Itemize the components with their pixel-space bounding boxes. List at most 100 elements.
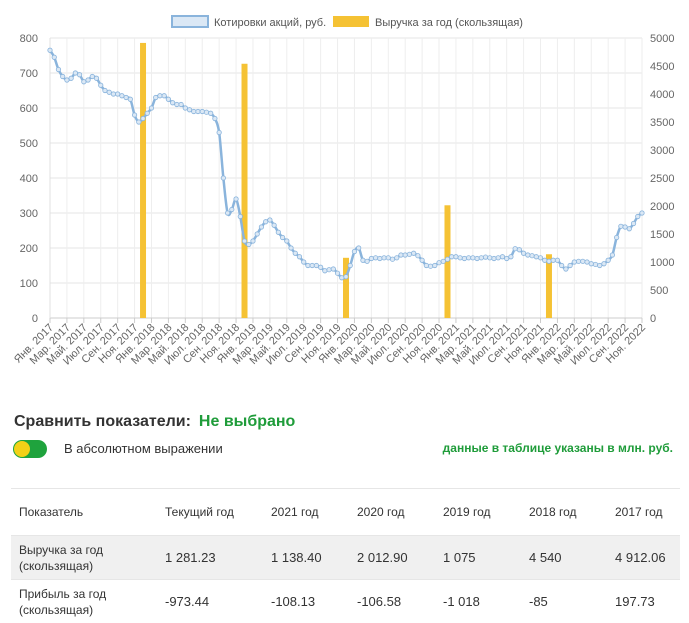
stock-price-point [247,242,251,246]
stock-price-point [593,262,597,266]
stock-price-point [462,256,466,260]
stock-price-point [69,76,73,80]
header-indicator: Показатель [11,489,157,536]
right-axis-tick-label: 3500 [650,117,674,129]
stock-price-point [340,276,344,280]
stock-price-point [564,267,568,271]
stock-price-point [378,256,382,260]
left-axis-tick-label: 500 [20,138,38,150]
stock-price-point [82,80,86,84]
stock-price-point [352,249,356,253]
indicators-table: Показатель Текущий год 2021 год 2020 год… [11,488,680,623]
legend-swatch-revenue [333,16,369,27]
stock-price-point [217,130,221,134]
stock-price-point [289,246,293,250]
stock-price-point [141,116,145,120]
stock-price-point [373,256,377,260]
right-axis-tick-label: 500 [650,285,668,297]
legend-label-revenue: Выручка за год (скользящая) [375,17,523,29]
stock-price-point [424,263,428,267]
stock-price-point [107,90,111,94]
table-header-row: Показатель Текущий год 2021 год 2020 год… [11,489,680,536]
stock-price-point [517,248,521,252]
stock-price-point [399,253,403,257]
stock-price-point [623,225,627,229]
left-axis-tick-label: 200 [20,243,38,255]
stock-price-point [504,256,508,260]
stock-price-point [111,92,115,96]
stock-price-point [103,88,107,92]
stock-price-point [48,48,52,52]
stock-price-point [483,255,487,259]
right-axis-tick-label: 0 [650,313,656,325]
header-2020: 2020 год [349,489,435,536]
stock-price-point [572,260,576,264]
stock-price-point [530,254,534,258]
stock-price-point [356,246,360,250]
stock-price-point [559,263,563,267]
stock-price-point [234,197,238,201]
cell-value: -106.58 [349,580,435,623]
stock-price-point [268,218,272,222]
header-2021: 2021 год [263,489,349,536]
header-current-year: Текущий год [157,489,263,536]
stock-price-point [581,259,585,263]
cell-value: 1 138.40 [263,536,349,580]
stock-price-point [128,97,132,101]
stock-price-point [77,73,81,77]
right-axis-tick-label: 5000 [650,33,674,45]
stock-price-point [543,258,547,262]
revenue-bar [242,64,248,318]
cell-value: 4 912.06 [607,536,680,580]
revenue-bar [140,43,146,318]
stock-price-line [50,50,642,278]
stock-price-point [318,265,322,269]
stock-price-point [323,269,327,273]
stock-price-point [386,256,390,260]
compare-value[interactable]: Не выбрано [199,413,295,430]
left-axis-tick-label: 700 [20,68,38,80]
stock-price-point [259,225,263,229]
stock-price-point [302,260,306,264]
stock-price-point [420,258,424,262]
stock-price-point [492,256,496,260]
absolute-toggle[interactable] [13,440,47,458]
stock-price-point [99,83,103,87]
stock-price-point [454,255,458,259]
stock-price-point [120,94,124,98]
stock-price-point [166,97,170,101]
header-2019: 2019 год [435,489,521,536]
right-axis-tick-label: 2500 [650,173,674,185]
stock-price-point [272,223,276,227]
stock-price-point [555,258,559,262]
toggle-knob [14,441,30,457]
stock-price-point [576,259,580,263]
cell-value: 1 281.23 [157,536,263,580]
stock-price-point [115,92,119,96]
units-note: данные в таблице указаны в млн. руб. [443,441,673,455]
compare-indicators: Сравнить показатели:Не выбрано [14,413,295,431]
left-axis-tick-label: 600 [20,103,38,115]
header-2018: 2018 год [521,489,607,536]
left-axis-tick-label: 300 [20,208,38,220]
stock-price-point [179,102,183,106]
stock-price-point [365,259,369,263]
stock-price-point [285,239,289,243]
cell-value: 1 075 [435,536,521,580]
stock-price-point [496,256,500,260]
cell-value: -973.44 [157,580,263,623]
stock-price-point [568,263,572,267]
stock-price-point [475,256,479,260]
right-axis-tick-label: 1500 [650,229,674,241]
stock-price-point [297,255,301,259]
stock-price-point [225,211,229,215]
stock-price-point [183,106,187,110]
stock-price-point [619,224,623,228]
stock-price-point [162,94,166,98]
stock-price-point [614,235,618,239]
stock-price-point [90,74,94,78]
stock-price-point [640,211,644,215]
right-axis-tick-label: 4000 [650,89,674,101]
stock-price-point [124,95,128,99]
stock-price-point [263,220,267,224]
